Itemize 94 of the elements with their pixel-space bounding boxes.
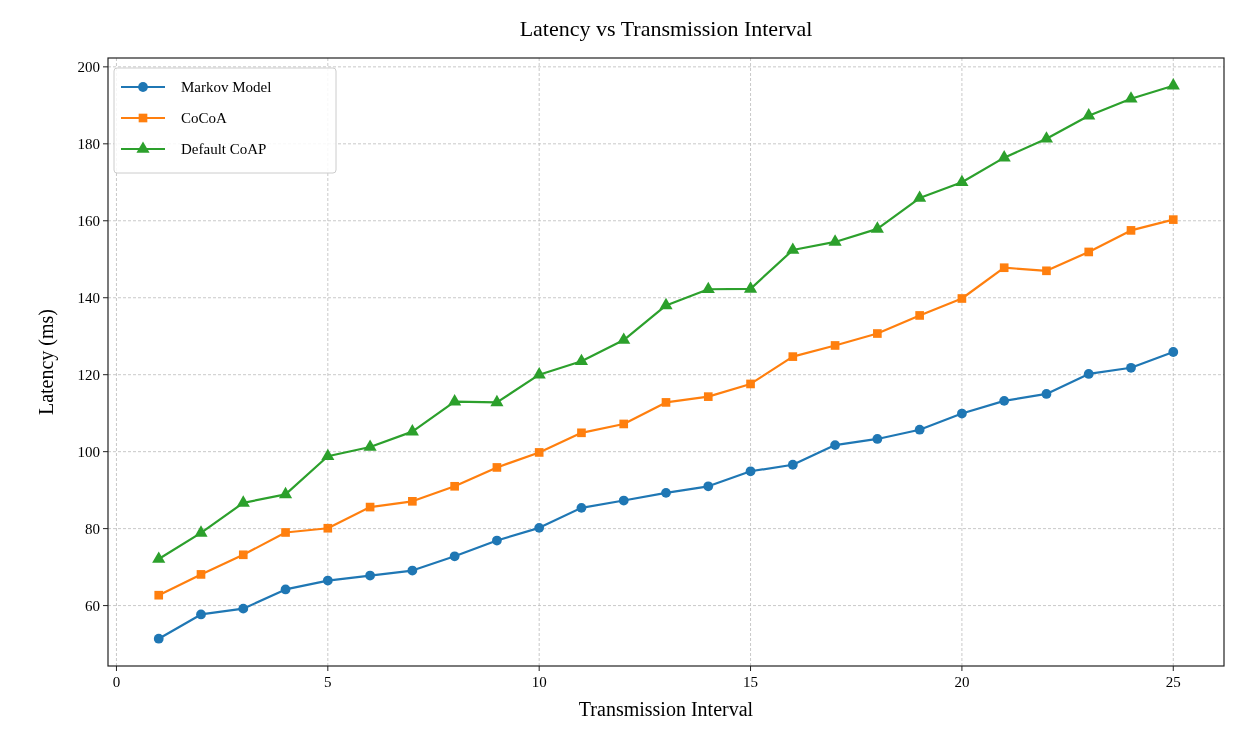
y-tick-label: 180 (77, 135, 100, 152)
point (1166, 78, 1180, 90)
point (278, 486, 293, 499)
point (659, 297, 673, 310)
y-axis-title: Latency (ms) (35, 308, 58, 416)
point (238, 603, 249, 614)
point (617, 332, 631, 344)
point (661, 398, 671, 407)
point (703, 392, 713, 401)
point (619, 419, 629, 429)
x-tick-label: 25 (1165, 674, 1181, 690)
point (534, 448, 544, 457)
legend-label: CoCoA (181, 110, 228, 126)
point (363, 439, 377, 451)
chart-title: Latency vs Transmission Interval (519, 16, 813, 41)
point (999, 263, 1009, 273)
x-tick-label: 10 (531, 674, 547, 690)
point (914, 424, 925, 435)
y-tick-label: 120 (77, 366, 100, 383)
point (870, 221, 884, 233)
point (1082, 108, 1096, 120)
point (534, 522, 545, 533)
point (913, 190, 927, 202)
y-tick-label: 200 (77, 58, 100, 75)
point (787, 459, 798, 470)
point (997, 150, 1011, 162)
point (1126, 362, 1136, 373)
point (746, 379, 755, 389)
x-tick-label: 0 (112, 674, 121, 690)
point (450, 481, 459, 491)
point (872, 434, 883, 444)
point (1083, 369, 1094, 379)
point (1168, 347, 1179, 357)
point (532, 367, 546, 379)
point (408, 496, 417, 506)
point (577, 428, 586, 438)
point (873, 329, 882, 338)
point (743, 281, 758, 293)
y-tick-label: 60 (85, 597, 100, 614)
point (1168, 215, 1178, 224)
x-tick-label: 20 (954, 674, 970, 690)
point (1126, 226, 1136, 235)
point (618, 495, 629, 506)
x-axis-title: Transmission Interval (578, 698, 754, 720)
point (957, 408, 967, 419)
point (788, 352, 798, 361)
y-tick-label: 100 (77, 443, 100, 460)
point (830, 341, 840, 350)
point (448, 394, 462, 406)
point (490, 394, 504, 407)
point (701, 281, 715, 294)
point (999, 395, 1010, 406)
point (1042, 266, 1051, 276)
point (152, 551, 166, 563)
point (449, 551, 460, 562)
point (322, 575, 333, 586)
x-tick-label: 15 (743, 674, 759, 690)
point (1041, 389, 1052, 399)
y-tick-label: 80 (85, 520, 100, 537)
point (1039, 131, 1054, 143)
point (365, 570, 375, 581)
point (153, 633, 164, 644)
point (194, 525, 208, 537)
point (323, 523, 333, 533)
point (661, 487, 671, 498)
point (492, 463, 502, 472)
point (830, 440, 840, 450)
point (574, 353, 589, 366)
point (957, 294, 967, 303)
point (955, 174, 969, 187)
point (405, 424, 419, 436)
point (238, 550, 248, 560)
point (196, 570, 206, 579)
point (703, 481, 714, 492)
legend-label: Markov Model (181, 79, 272, 95)
point (321, 448, 335, 461)
point (915, 311, 924, 320)
point (236, 495, 250, 507)
x-tick-label: 5 (324, 674, 332, 690)
legend-label: Default CoAP (181, 141, 267, 157)
point (407, 565, 418, 576)
y-tick-label: 160 (77, 212, 100, 229)
y-tick-label: 140 (77, 289, 100, 306)
point (280, 584, 291, 595)
point (281, 528, 290, 537)
point (492, 535, 502, 546)
point (1084, 247, 1094, 257)
point (154, 590, 164, 600)
point (786, 242, 800, 254)
point (196, 609, 206, 620)
point (828, 234, 842, 246)
point (576, 502, 587, 513)
point (745, 466, 756, 477)
point (1124, 91, 1138, 103)
